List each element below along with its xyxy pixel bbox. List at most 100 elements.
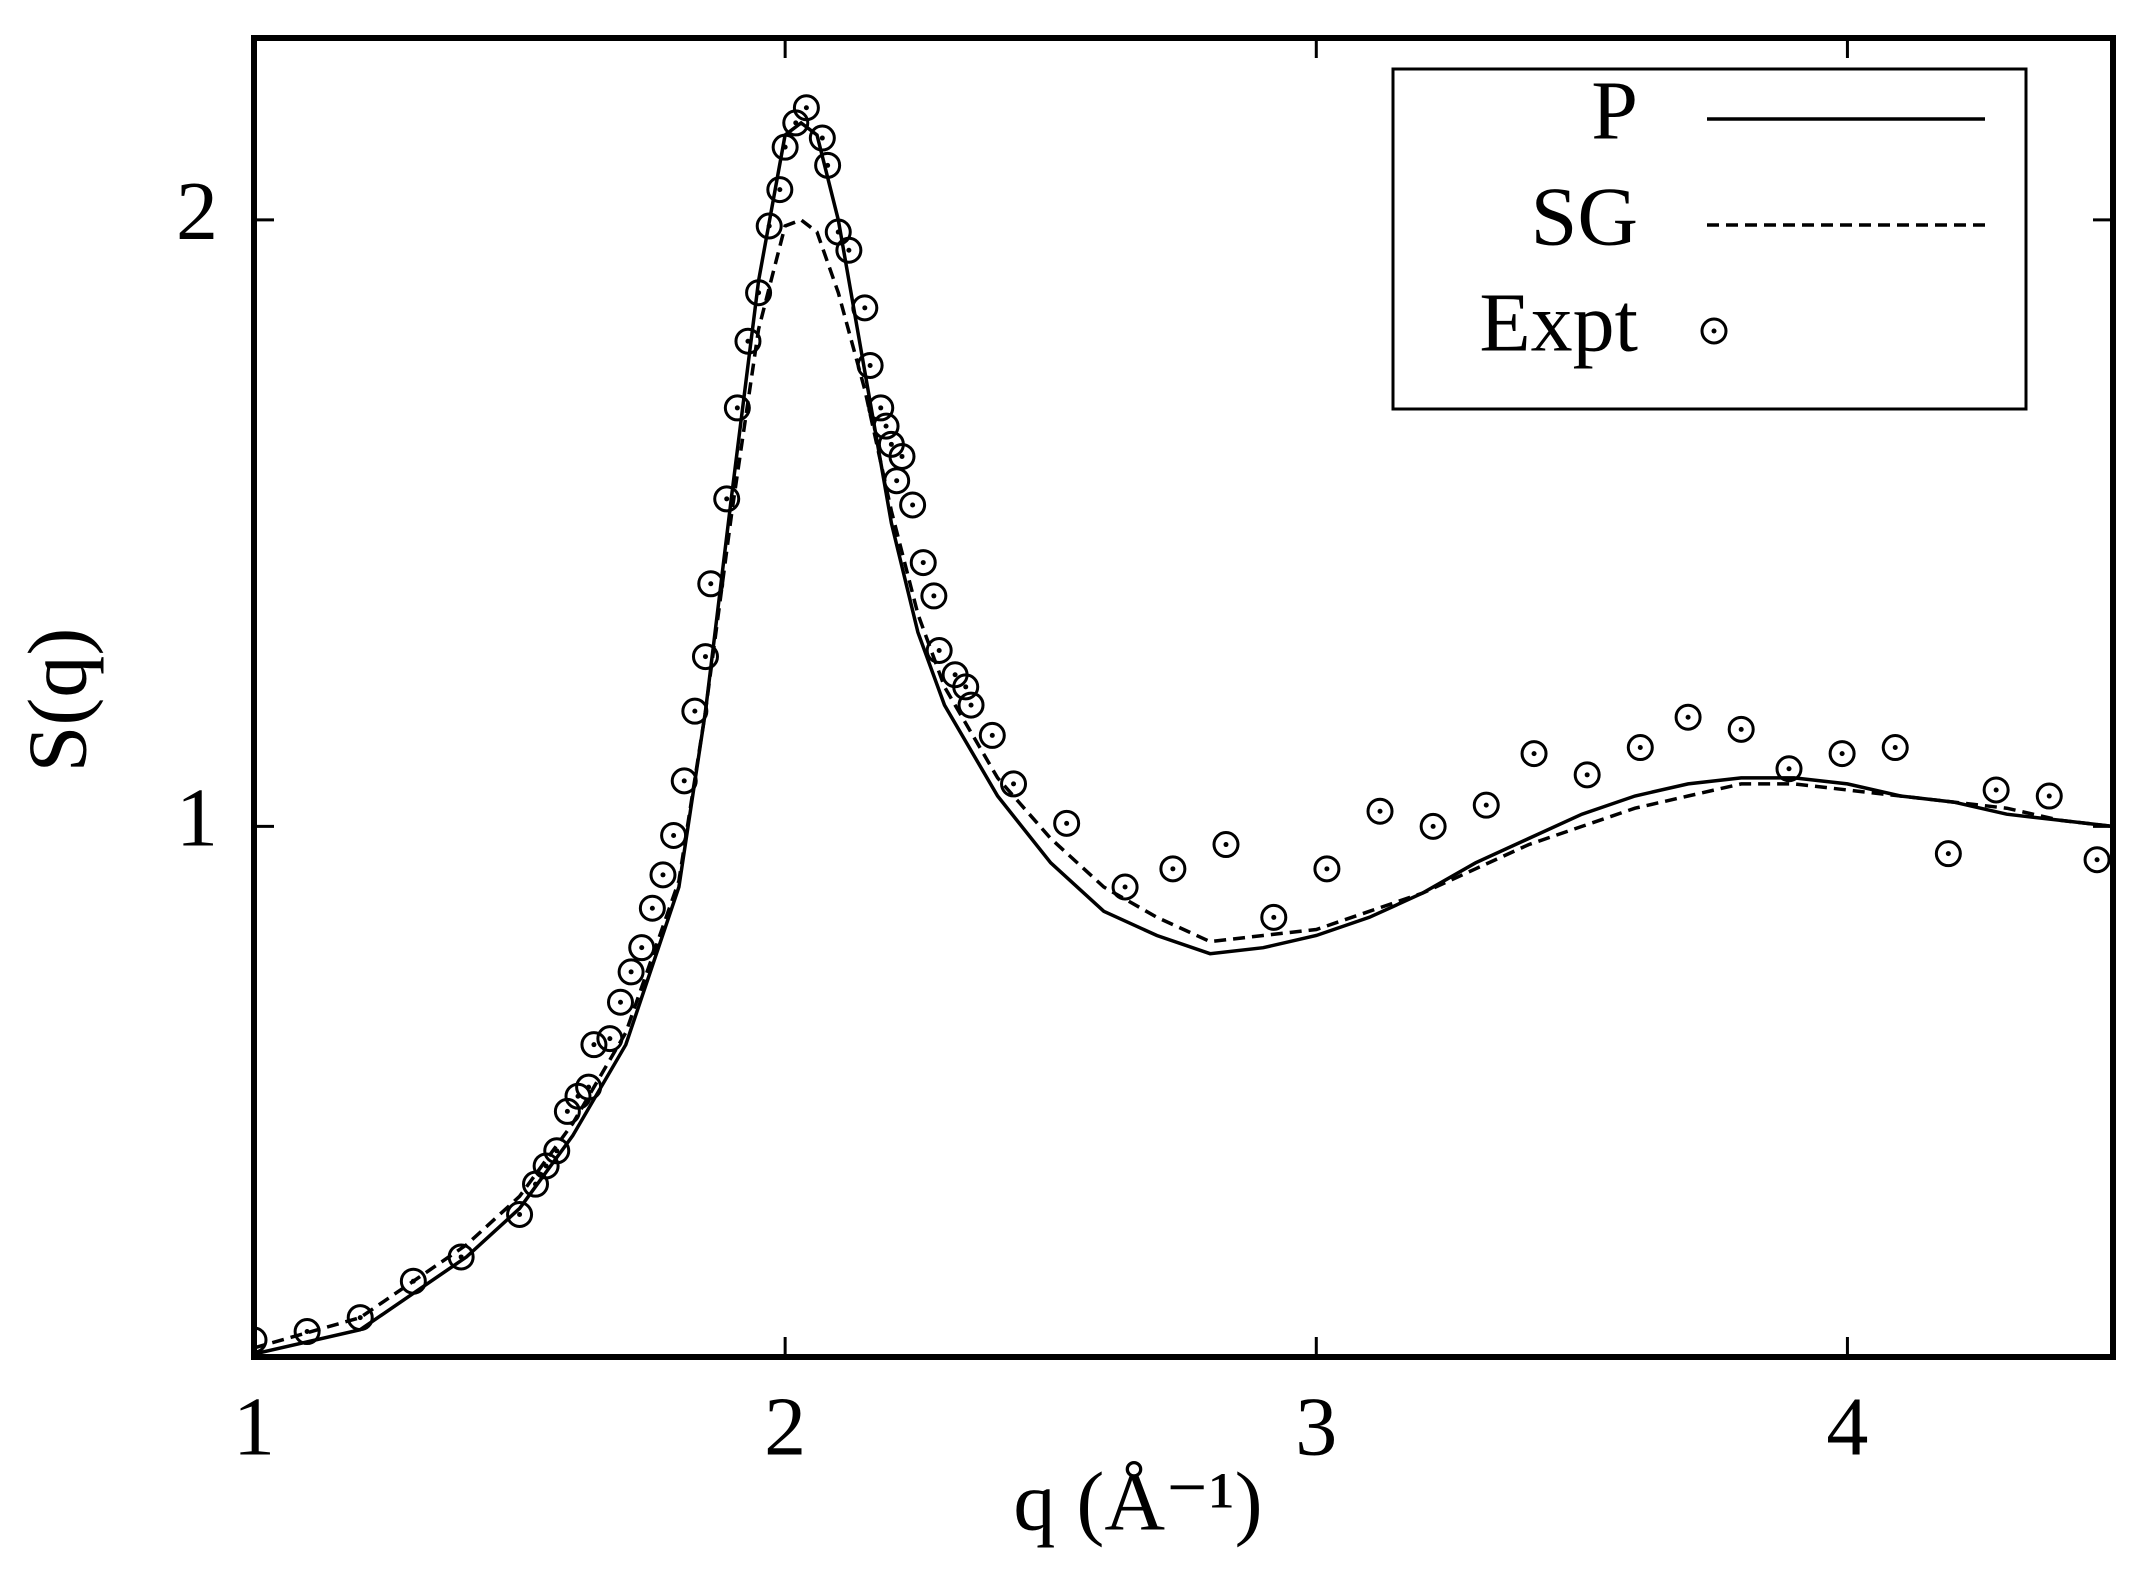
data-point	[691, 643, 719, 671]
x-tick-label: 2	[764, 1380, 806, 1473]
marker-ring	[1366, 797, 1394, 825]
marker-dot	[1223, 842, 1229, 848]
marker-dot	[777, 187, 783, 193]
marker-dot	[803, 105, 809, 111]
marker-dot	[1122, 884, 1128, 890]
data-point	[1260, 903, 1288, 931]
y-tick-label: 2	[176, 165, 218, 258]
marker-ring	[925, 637, 953, 665]
data-point	[745, 279, 773, 307]
marker-ring	[660, 821, 688, 849]
marker-dot	[304, 1329, 310, 1335]
marker-dot	[1584, 772, 1590, 778]
marker-ring	[293, 1318, 321, 1346]
legend-label: Expt	[1479, 276, 1638, 369]
x-tick-label: 1	[233, 1380, 275, 1473]
marker-ring	[713, 485, 741, 513]
data-point	[771, 133, 799, 161]
marker-ring	[2035, 782, 2063, 810]
marker-dot	[517, 1211, 523, 1217]
data-point	[1520, 740, 1548, 768]
marker-ring	[447, 1243, 475, 1271]
marker-ring	[1828, 740, 1856, 768]
data-point	[920, 582, 948, 610]
marker-dot	[1271, 914, 1277, 920]
marker-dot	[899, 453, 905, 459]
data-point	[2083, 846, 2111, 874]
marker-ring	[1212, 831, 1240, 859]
marker-dot	[410, 1278, 416, 1284]
marker-ring	[1520, 740, 1548, 768]
marker-ring	[1626, 734, 1654, 762]
marker-dot	[533, 1181, 539, 1187]
data-point	[1573, 761, 1601, 789]
data-point	[856, 351, 884, 379]
data-point	[909, 549, 937, 577]
data-point	[1419, 812, 1447, 840]
data-point	[1212, 831, 1240, 859]
marker-ring	[606, 988, 634, 1016]
marker-ring	[888, 442, 916, 470]
marker-ring	[697, 570, 725, 598]
marker-dot	[745, 338, 751, 344]
data-point	[628, 934, 656, 962]
data-point	[1674, 703, 1702, 731]
data-point	[888, 442, 916, 470]
legend-box	[1391, 67, 2028, 411]
marker-ring	[808, 124, 836, 152]
legend-label: P	[1591, 64, 1638, 157]
marker-ring	[254, 1326, 268, 1354]
data-point	[293, 1318, 321, 1346]
marker-dot	[878, 405, 884, 411]
marker-ring	[867, 394, 895, 422]
marker-dot	[846, 247, 852, 253]
data-point	[660, 821, 688, 849]
data-point	[1111, 873, 1139, 901]
marker-dot	[734, 405, 740, 411]
marker-ring	[1700, 317, 1728, 345]
data-point	[681, 697, 709, 725]
data-point	[899, 491, 927, 519]
marker-dot	[1011, 781, 1017, 787]
marker-ring	[835, 236, 863, 264]
marker-dot	[1531, 751, 1537, 757]
marker-dot	[639, 945, 645, 951]
marker-dot	[867, 362, 873, 368]
marker-dot	[931, 593, 937, 599]
marker-dot	[766, 223, 772, 229]
data-point	[792, 94, 820, 122]
marker-dot	[920, 560, 926, 566]
marker-ring	[628, 934, 656, 962]
marker-ring	[723, 394, 751, 422]
marker-ring	[1313, 855, 1341, 883]
data-point	[649, 861, 677, 889]
marker-dot	[586, 1084, 592, 1090]
data-point	[617, 958, 645, 986]
data-point	[399, 1267, 427, 1295]
data-point	[1313, 855, 1341, 883]
marker-ring	[909, 549, 937, 577]
marker-ring	[734, 327, 762, 355]
legend-label: SG	[1531, 170, 1638, 263]
data-point	[835, 236, 863, 264]
data-point	[723, 394, 751, 422]
data-point	[957, 691, 985, 719]
data-point	[575, 1073, 603, 1101]
marker-dot	[819, 135, 825, 141]
data-point	[978, 721, 1006, 749]
marker-dot	[1711, 328, 1717, 334]
marker-dot	[1064, 820, 1070, 826]
data-point	[1828, 740, 1856, 768]
marker-dot	[702, 654, 708, 660]
data-point	[1775, 755, 1803, 783]
marker-ring	[1982, 776, 2010, 804]
marker-dot	[660, 872, 666, 878]
data-point	[713, 485, 741, 513]
marker-ring	[346, 1304, 374, 1332]
marker-dot	[724, 496, 730, 502]
marker-ring	[543, 1137, 571, 1165]
marker-ring	[691, 643, 719, 671]
y-tick-label: 1	[176, 772, 218, 865]
marker-ring	[792, 94, 820, 122]
y-axis-label: S(q)	[11, 628, 104, 773]
